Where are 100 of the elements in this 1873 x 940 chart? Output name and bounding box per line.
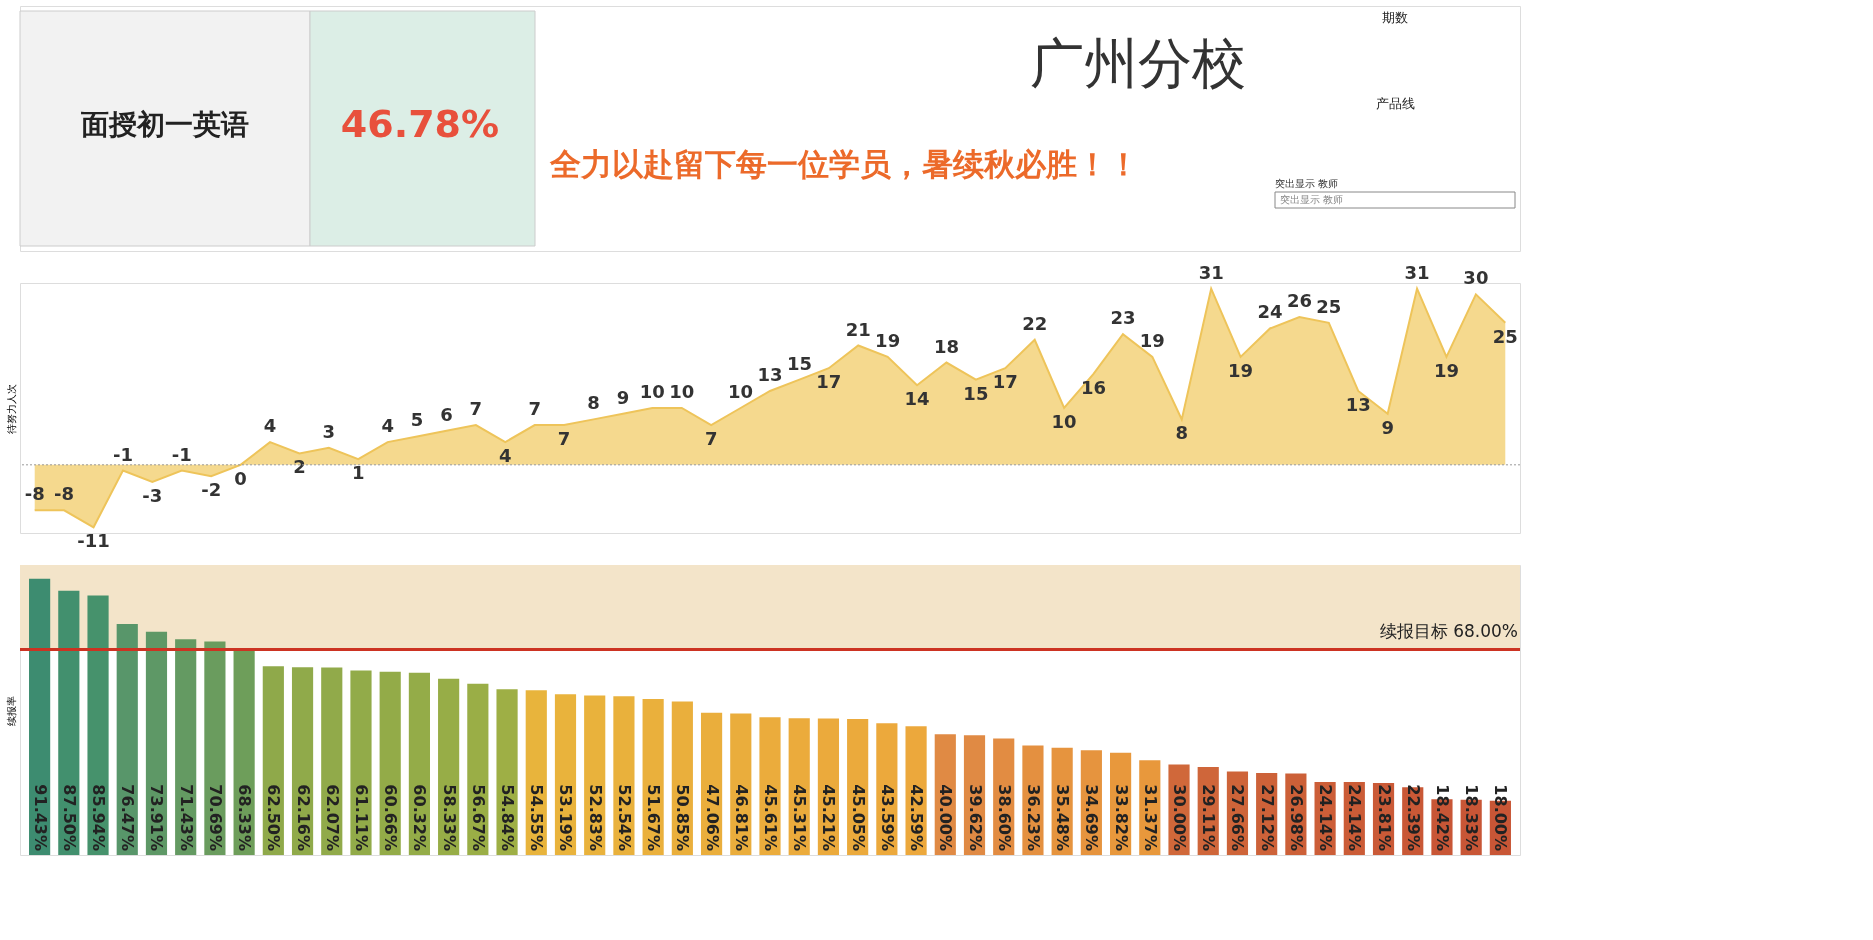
data-label: -3 bbox=[142, 484, 163, 506]
data-label: 18.42% bbox=[1432, 784, 1452, 851]
data-label: 27.66% bbox=[1228, 784, 1248, 851]
data-label: 13 bbox=[1345, 393, 1371, 415]
data-label: -2 bbox=[201, 479, 222, 501]
text: 面授初一英语 bbox=[80, 108, 249, 141]
data-label: 58.33% bbox=[439, 784, 459, 851]
data-label: 56.67% bbox=[468, 784, 488, 851]
data-label: 54.55% bbox=[527, 784, 547, 851]
data-label: 47.06% bbox=[702, 784, 722, 851]
bar bbox=[29, 578, 51, 855]
data-label: 62.16% bbox=[293, 784, 313, 851]
data-label: 8 bbox=[1175, 422, 1189, 444]
text: 广州分校 bbox=[1030, 32, 1246, 95]
data-label: 62.07% bbox=[322, 784, 342, 851]
bar bbox=[613, 696, 635, 855]
ref-line-label: 续报目标 68.00% bbox=[1379, 620, 1518, 641]
data-label: -11 bbox=[77, 530, 110, 552]
data-label: 61.11% bbox=[351, 784, 371, 851]
data-label: 16 bbox=[1081, 376, 1107, 398]
data-label: 25 bbox=[1492, 325, 1518, 347]
data-label: 71.43% bbox=[176, 784, 196, 851]
data-label: 29.11% bbox=[1199, 784, 1219, 851]
data-label: 40.00% bbox=[936, 784, 956, 851]
data-label: 91.43% bbox=[30, 784, 50, 851]
data-label: 24 bbox=[1257, 301, 1283, 323]
text: 突出显示 教师 bbox=[1275, 178, 1339, 189]
data-label: 31 bbox=[1198, 261, 1224, 283]
data-label: -1 bbox=[171, 443, 192, 465]
data-label: 10 bbox=[1051, 411, 1077, 432]
data-label: 70.69% bbox=[205, 784, 225, 851]
data-label: 24.14% bbox=[1345, 784, 1365, 851]
data-label: 27.12% bbox=[1257, 784, 1277, 851]
data-label: 31 bbox=[1404, 261, 1430, 283]
data-label: 18.00% bbox=[1491, 784, 1511, 851]
data-label: 38.60% bbox=[994, 784, 1014, 851]
data-label: 25 bbox=[1316, 295, 1342, 317]
data-label: 17 bbox=[816, 371, 842, 393]
data-label: 9 bbox=[616, 386, 630, 408]
data-label: 5 bbox=[410, 409, 424, 431]
data-label: 52.83% bbox=[585, 784, 605, 851]
data-label: 6 bbox=[440, 403, 453, 425]
data-label: 19 bbox=[1433, 359, 1459, 381]
text: 产品线 bbox=[1375, 96, 1415, 111]
bar bbox=[496, 689, 518, 855]
data-label: 19 bbox=[875, 329, 901, 351]
data-label: 10 bbox=[639, 381, 665, 402]
data-label: 7 bbox=[704, 428, 718, 450]
data-label: 18.33% bbox=[1462, 784, 1482, 851]
data-label: 3 bbox=[322, 420, 336, 442]
data-label: 15 bbox=[786, 352, 812, 374]
data-label: 45.05% bbox=[848, 784, 868, 851]
data-label: 23 bbox=[1110, 307, 1136, 329]
data-label: 8 bbox=[587, 392, 600, 414]
data-label: 4 bbox=[263, 415, 277, 437]
data-label: -8 bbox=[54, 483, 75, 505]
data-label: -1 bbox=[112, 443, 133, 465]
data-label: 54.84% bbox=[498, 784, 518, 851]
data-label: 26 bbox=[1286, 290, 1312, 312]
data-label: 53.19% bbox=[556, 784, 576, 851]
data-label: 85.94% bbox=[89, 784, 109, 851]
data-label: 10 bbox=[669, 381, 695, 402]
data-label: 23.81% bbox=[1374, 784, 1394, 851]
data-label: 7 bbox=[469, 398, 483, 420]
data-label: 60.66% bbox=[381, 784, 401, 851]
data-label: 7 bbox=[557, 428, 571, 450]
data-label: 13 bbox=[757, 363, 783, 385]
data-label: 26.98% bbox=[1286, 784, 1306, 851]
data-label: 22 bbox=[1022, 312, 1048, 334]
data-label: 10 bbox=[728, 381, 754, 402]
data-label: 0 bbox=[234, 467, 247, 489]
data-label: 4 bbox=[381, 415, 394, 437]
data-label: 15 bbox=[963, 382, 989, 404]
data-label: 34.69% bbox=[1082, 784, 1102, 851]
data-label: 22.39% bbox=[1403, 784, 1423, 851]
data-label: 7 bbox=[528, 398, 541, 420]
data-label: 76.47% bbox=[118, 784, 138, 851]
data-label: 18 bbox=[933, 335, 959, 357]
data-label: 62.50% bbox=[264, 784, 284, 851]
data-label: 45.21% bbox=[819, 784, 839, 851]
data-label: 43.59% bbox=[877, 784, 897, 851]
data-label: 52.54% bbox=[614, 784, 634, 851]
data-label: -8 bbox=[24, 483, 45, 505]
y-axis-title: 待努力人次 bbox=[5, 383, 17, 434]
data-label: 30.00% bbox=[1170, 784, 1190, 851]
data-label: 4 bbox=[499, 445, 512, 467]
data-label: 39.62% bbox=[965, 784, 985, 851]
data-label: 9 bbox=[1381, 416, 1394, 438]
data-label: 46.81% bbox=[731, 784, 751, 851]
data-label: 51.67% bbox=[644, 784, 664, 851]
text: 突出显示 教师 bbox=[1280, 194, 1344, 205]
y-axis-title: 续报率 bbox=[5, 695, 17, 726]
data-label: 35.48% bbox=[1053, 784, 1073, 851]
data-label: 50.85% bbox=[673, 784, 693, 851]
data-label: 14 bbox=[904, 388, 930, 410]
bar bbox=[350, 670, 372, 855]
text: 期数 bbox=[1382, 10, 1408, 25]
text: 46.78% bbox=[340, 102, 500, 146]
data-label: 17 bbox=[992, 371, 1018, 393]
text: 全力以赴留下每一位学员，暑续秋必胜！！ bbox=[549, 146, 1139, 182]
